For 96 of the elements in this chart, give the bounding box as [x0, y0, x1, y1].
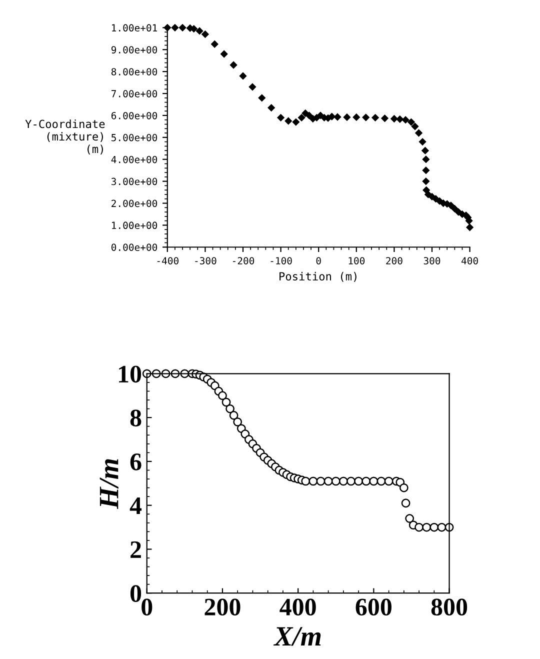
point [226, 404, 234, 414]
y-tick-label: 9.00e+00 [111, 46, 158, 54]
y-tick-label: 10 [119, 366, 142, 383]
y-tick-label: 0.00e+00 [111, 244, 158, 251]
point [324, 476, 333, 486]
point [230, 61, 238, 69]
point [239, 72, 247, 80]
y-tick-label: 8.00e+00 [111, 68, 158, 76]
point [338, 476, 348, 486]
point [284, 117, 292, 125]
y-tick-label: 6.00e+00 [111, 112, 158, 120]
x-tick-label: 0 [316, 257, 321, 264]
y-tick-label: 3.00e+00 [112, 178, 158, 186]
x-tick-label: -100 [270, 257, 292, 264]
point [222, 398, 231, 407]
point [399, 483, 408, 492]
point [292, 118, 300, 126]
point [220, 50, 228, 58]
point [229, 410, 238, 420]
y-tick-label: 8 [130, 410, 142, 426]
y-tick-label: 2 [130, 541, 141, 558]
point [402, 116, 410, 124]
point [408, 118, 415, 126]
point [308, 476, 318, 486]
y-tick-label: 1.00e+01 [112, 24, 158, 32]
point [211, 40, 218, 48]
point [328, 112, 336, 120]
y-tick-label: 4.00e+00 [111, 156, 158, 164]
point [306, 112, 313, 120]
x-tick-label: -300 [195, 257, 216, 264]
x-tick-label: 400 [280, 598, 316, 616]
point [381, 114, 388, 122]
point [372, 114, 379, 122]
y-axis-title: H/m [100, 459, 118, 510]
point [422, 186, 430, 194]
x-tick-label: 100 [348, 257, 365, 264]
point [362, 114, 370, 122]
point [258, 94, 266, 102]
point [268, 104, 275, 112]
point [384, 476, 394, 486]
point [346, 476, 356, 486]
point [202, 30, 209, 38]
point [422, 156, 430, 163]
point [418, 138, 426, 146]
point [447, 202, 454, 209]
x-tick-label: 300 [424, 257, 440, 264]
y-axis-title: Y-Coordinate (mixture) (m) [25, 120, 105, 154]
x-tick-label: 600 [356, 598, 392, 616]
point [422, 178, 430, 185]
point [430, 522, 439, 532]
point [422, 146, 429, 154]
point [396, 116, 404, 123]
point [390, 115, 398, 122]
point [301, 476, 310, 486]
point [422, 166, 430, 174]
point [466, 224, 474, 231]
point [411, 122, 419, 130]
y-tick-label: 6 [130, 454, 142, 470]
point [415, 129, 422, 137]
y-tick-label: 0 [130, 585, 142, 602]
point [343, 114, 351, 121]
point [196, 27, 204, 35]
point [369, 476, 378, 486]
point [334, 113, 342, 121]
x-tick-label: -400 [157, 257, 178, 264]
point [451, 205, 458, 212]
point [218, 391, 227, 400]
point [352, 114, 360, 121]
y-tick-label: 5.00e+00 [112, 134, 158, 142]
point [405, 514, 414, 523]
x-axis-title: X/m [273, 627, 321, 646]
point [354, 476, 364, 486]
point [298, 114, 306, 122]
x-tick-label: 400 [462, 257, 478, 264]
point [178, 24, 186, 32]
point [401, 498, 410, 508]
point [277, 114, 284, 122]
x-tick-label: -200 [232, 257, 254, 264]
point [376, 476, 386, 486]
point [171, 24, 179, 32]
y-tick-label: 4 [130, 498, 142, 514]
point [437, 522, 446, 532]
point [233, 417, 242, 426]
y-tick-label: 7.00e+00 [112, 90, 158, 98]
x-tick-label: 200 [386, 257, 402, 264]
point [362, 476, 371, 486]
y-tick-label: 1.00e+00 [112, 222, 158, 230]
point [316, 476, 326, 486]
x-tick-label: 200 [204, 598, 240, 616]
point [422, 522, 432, 532]
x-tick-label: 800 [431, 598, 468, 616]
point [331, 476, 340, 486]
y-tick-label: 2.00e+00 [112, 200, 158, 208]
point [414, 522, 424, 532]
point [248, 83, 256, 90]
x-axis-title: Position (m) [280, 272, 356, 282]
